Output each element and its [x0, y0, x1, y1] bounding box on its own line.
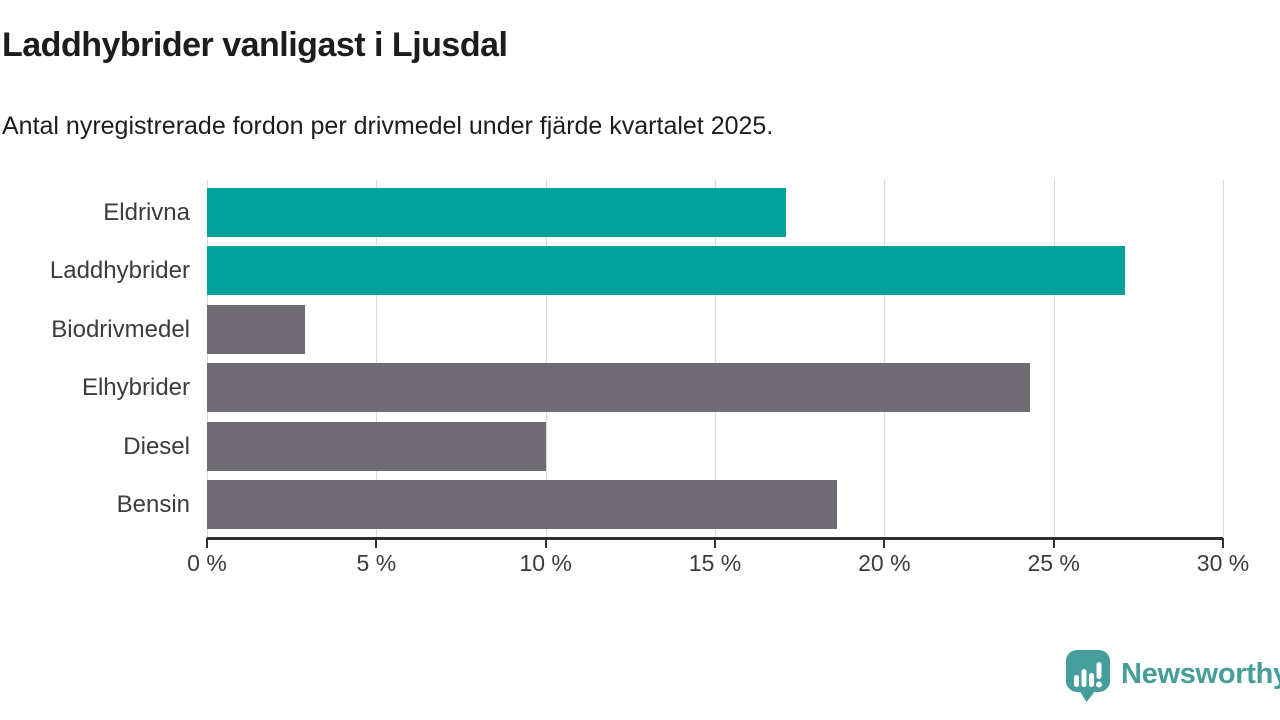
chart-title: Laddhybrider vanligast i Ljusdal — [2, 26, 508, 64]
bar-bensin — [207, 480, 837, 529]
category-label-laddhybrider: Laddhybrider — [49, 257, 190, 285]
gridline — [1223, 180, 1224, 537]
newsworthy-logo-icon — [1066, 650, 1110, 702]
axis-tick-label: 5 % — [356, 550, 397, 576]
axis-tick-label: 25 % — [1027, 550, 1080, 576]
axis-tick-label: 20 % — [858, 550, 911, 576]
axis-tick — [714, 538, 716, 548]
newsworthy-logo-text: Newsworthy — [1121, 657, 1280, 690]
bar-biodrivmedel — [207, 304, 306, 354]
axis-tick-label: 15 % — [688, 550, 742, 576]
axis-tick — [206, 538, 208, 548]
axis-tick-label: 10 % — [519, 550, 572, 576]
gridline — [1053, 180, 1055, 537]
gridline — [545, 180, 547, 537]
category-label-diesel: Diesel — [123, 432, 190, 460]
axis-tick — [375, 538, 378, 548]
category-label-bensin: Bensin — [116, 491, 190, 518]
axis-tick — [1052, 538, 1055, 548]
gridline — [884, 180, 886, 537]
bar-diesel — [207, 421, 546, 471]
axis-tick-label: 30 % — [1196, 550, 1250, 576]
gridline — [376, 180, 378, 537]
bar-elhybrider — [207, 363, 1030, 413]
axis-tick — [1222, 538, 1224, 548]
plot-area — [207, 180, 1224, 537]
axis-tick — [544, 538, 547, 548]
gridline — [715, 180, 716, 537]
gridline — [207, 180, 208, 537]
chart-subtitle: Antal nyregistrerade fordon per drivmede… — [2, 112, 774, 140]
bar-eldrivna — [207, 188, 787, 237]
category-label-elhybrider: Elhybrider — [81, 374, 190, 402]
newsworthy-logo: Newsworthy — [1064, 648, 1280, 704]
category-label-biodrivmedel: Biodrivmedel — [51, 315, 190, 343]
bar-chart: Eldrivna Laddhybrider Biodrivmedel Elhybrid… — [0, 180, 1280, 600]
category-label-eldrivna: Eldrivna — [103, 199, 190, 226]
bar-laddhybrider — [207, 246, 1125, 296]
axis-tick — [883, 538, 886, 548]
axis-tick-label: 0 % — [187, 550, 227, 576]
